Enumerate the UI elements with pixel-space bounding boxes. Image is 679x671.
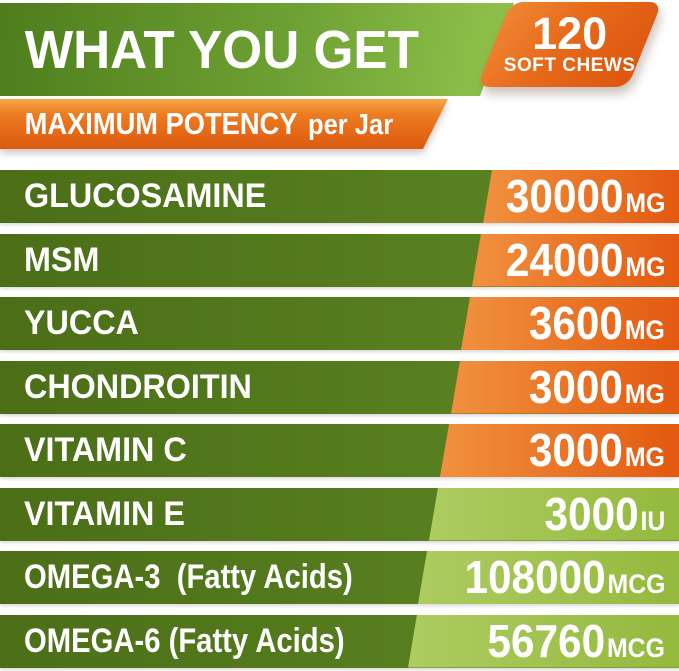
table-row: GLUCOSAMINE 30000MG: [0, 170, 679, 223]
ingredient-name: GLUCOSAMINE: [24, 177, 267, 215]
ingredient-name: VITAMIN E: [24, 494, 185, 533]
ingredient-amount: 24000MG: [472, 233, 679, 287]
table-row: CHONDROITIN 3000MG: [0, 360, 679, 414]
ingredient-name: OMEGA-3 (Fatty Acids): [24, 558, 353, 596]
potency-text: MAXIMUM POTENCY per Jar: [0, 106, 393, 142]
amount-unit: MG: [624, 315, 665, 345]
count-badge-content: 120 SOFT CHEWS: [503, 7, 636, 77]
amount-value: 3000: [528, 360, 624, 413]
ingredient-amount: 3000MG: [440, 424, 679, 477]
amount-unit: MG: [624, 442, 665, 472]
potency-banner: MAXIMUM POTENCY per Jar: [0, 99, 448, 149]
chew-count: 120: [531, 7, 608, 59]
amount-value: 108000: [463, 551, 606, 603]
ingredient-name: CHONDROITIN: [24, 367, 252, 406]
table-row: VITAMIN C 3000MG: [0, 424, 679, 477]
table-row: VITAMIN E 3000IU: [0, 487, 679, 541]
amount-unit: MG: [624, 378, 665, 409]
page-title: WHAT YOU GET: [24, 19, 419, 80]
amount-value: 3000: [528, 424, 624, 476]
table-row: MSM 24000MG: [0, 233, 679, 287]
amount-value: 24000: [505, 233, 624, 286]
table-row: YUCCA 3600MG: [0, 297, 679, 350]
table-row: OMEGA-3 (Fatty Acids) 108000MCG: [0, 551, 679, 604]
amount-value: 3000: [544, 487, 639, 540]
ingredient-name: YUCCA: [24, 304, 139, 342]
ingredient-amount: 56760MCG: [408, 614, 679, 668]
chew-count-label: SOFT CHEWS: [503, 54, 636, 76]
amount-unit: MG: [624, 188, 665, 218]
amount-unit: MCG: [607, 632, 665, 663]
ingredient-name: OMEGA-6 (Fatty Acids): [24, 621, 345, 660]
ingredient-name: MSM: [24, 240, 100, 279]
ingredient-amount: 3000IU: [429, 487, 679, 541]
count-badge: 120 SOFT CHEWS: [476, 2, 663, 87]
amount-value: 30000: [505, 170, 624, 222]
ingredient-amount: 108000MCG: [418, 551, 679, 604]
amount-unit: MCG: [607, 569, 665, 599]
table-row: OMEGA-6 (Fatty Acids) 56760MCG: [0, 614, 679, 668]
ingredient-amount: 30000MG: [483, 170, 679, 223]
ingredient-amount: 3000MG: [451, 360, 679, 414]
amount-value: 56760: [487, 614, 606, 667]
potency-rest-text: per Jar: [308, 109, 394, 141]
amount-unit: IU: [640, 505, 665, 536]
potency-banner-wrap: MAXIMUM POTENCY per Jar: [0, 99, 448, 149]
header-banner: WHAT YOU GET: [0, 3, 514, 96]
amount-unit: MG: [624, 251, 665, 282]
ingredient-amount: 3600MG: [461, 297, 679, 350]
ingredient-table: GLUCOSAMINE 30000MG MSM 24000MG YUCCA 36…: [0, 170, 679, 671]
amount-value: 3600: [528, 297, 624, 349]
ingredient-name: VITAMIN C: [24, 431, 187, 469]
potency-strong-text: MAXIMUM POTENCY: [24, 106, 298, 141]
